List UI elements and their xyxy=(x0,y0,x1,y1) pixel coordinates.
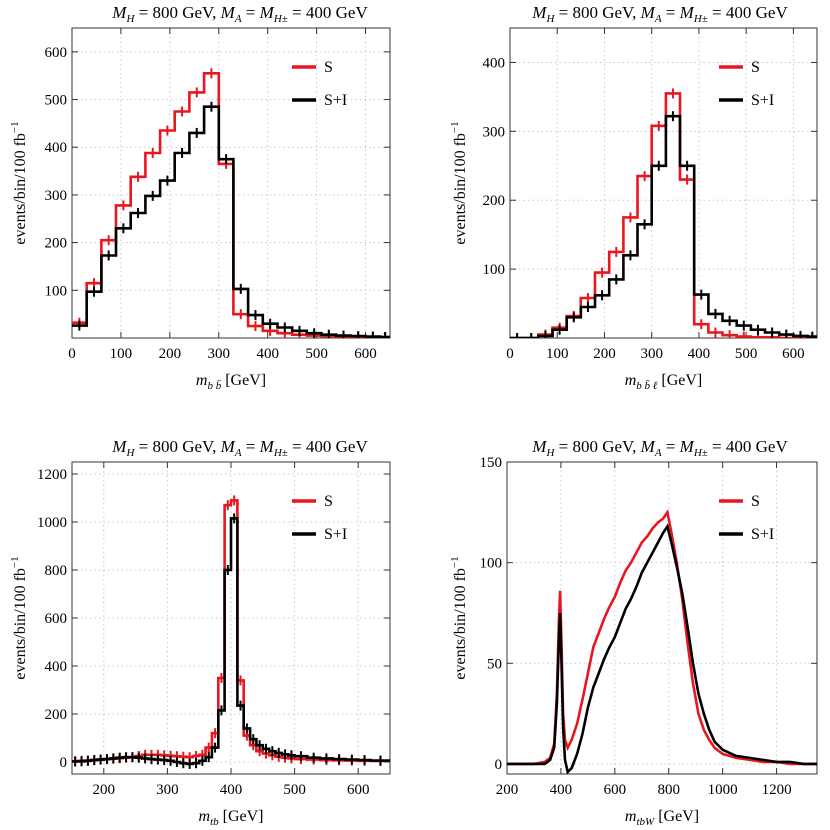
x-tick-label: 200 xyxy=(93,782,116,798)
chart-panel-bottom-right: 200 400 600 800 1000 1200 0 50 100 150 S S+I MH = 80… xyxy=(449,437,818,828)
y-tick-label: 100 xyxy=(480,556,503,572)
x-tick-label: 100 xyxy=(546,346,569,362)
series-line-s-plus-i xyxy=(510,114,817,338)
plot-frame xyxy=(509,27,818,339)
y-tick-label: 1000 xyxy=(37,515,67,531)
x-tick-label: 500 xyxy=(305,346,328,362)
x-tick-label: 200 xyxy=(593,346,616,362)
x-tick-label: 200 xyxy=(159,346,182,362)
chart-title: MH = 800 GeV, MA = MH± = 400 GeV xyxy=(531,437,788,459)
chart-panel-top-left: 0 100 200 300 400 500 600 100 200 300 400 500 600 S S+… xyxy=(9,3,391,392)
y-tick-label: 400 xyxy=(45,659,68,675)
y-tick-label: 500 xyxy=(45,93,68,109)
series-line-s xyxy=(507,508,817,766)
x-tick-label: 400 xyxy=(256,346,279,362)
y-tick-label: 400 xyxy=(45,140,68,156)
legend-label: S xyxy=(324,59,333,76)
series-line-s-plus-i xyxy=(72,105,390,338)
y-tick-label: 0 xyxy=(495,757,503,773)
chart-panel-top-right: 0 100 200 300 400 500 600 100 200 300 400 S S+I MH = … xyxy=(449,3,818,392)
plot-frame xyxy=(506,461,818,775)
x-tick-label: 400 xyxy=(220,782,243,798)
y-axis-label: events/bin/100 fb−1 xyxy=(9,556,29,679)
y-tick-label: 200 xyxy=(45,707,68,723)
legend-label: S+I xyxy=(324,92,347,109)
y-tick-label: 300 xyxy=(483,124,506,140)
series-line-s xyxy=(72,72,390,338)
x-axis-label: mtbW [GeV] xyxy=(625,808,699,828)
x-tick-label: 1200 xyxy=(762,782,792,798)
y-axis-label: events/bin/100 fb−1 xyxy=(449,556,469,679)
x-axis-label: mb b̄ [GeV] xyxy=(196,372,266,392)
x-tick-label: 300 xyxy=(156,782,179,798)
y-axis-label: events/bin/100 fb−1 xyxy=(449,121,469,244)
y-tick-label: 1200 xyxy=(37,467,67,483)
legend-label: S xyxy=(751,493,760,510)
x-tick-label: 400 xyxy=(688,346,711,362)
x-tick-label: 0 xyxy=(68,346,76,362)
chart-title: MH = 800 GeV, MA = MH± = 400 GeV xyxy=(531,3,788,25)
series-line-s xyxy=(510,92,817,338)
x-axis-label: mb b̄ ℓ [GeV] xyxy=(625,372,703,392)
x-tick-label: 600 xyxy=(604,782,627,798)
x-axis-label: mtb [GeV] xyxy=(199,808,264,828)
legend-label: S+I xyxy=(751,92,774,109)
x-tick-label: 300 xyxy=(208,346,231,362)
legend-label: S+I xyxy=(324,526,347,543)
y-tick-label: 600 xyxy=(45,611,68,627)
y-tick-label: 150 xyxy=(480,455,503,471)
chart-title: MH = 800 GeV, MA = MH± = 400 GeV xyxy=(111,3,368,25)
x-tick-label: 200 xyxy=(496,782,519,798)
plot-frame xyxy=(71,27,391,339)
y-tick-label: 100 xyxy=(483,262,506,278)
series-line-s-plus-i xyxy=(507,523,817,774)
y-tick-label: 200 xyxy=(483,193,506,209)
y-tick-label: 0 xyxy=(60,755,68,771)
legend-label: S xyxy=(751,59,760,76)
y-tick-label: 600 xyxy=(45,45,68,61)
chart-panel-bottom-left: 200 300 400 500 600 0 200 400 600 800 1000 1200 S S+I… xyxy=(9,437,391,828)
x-tick-label: 100 xyxy=(110,346,133,362)
x-tick-label: 600 xyxy=(347,782,370,798)
series-line-s-plus-i xyxy=(72,517,390,766)
y-tick-label: 100 xyxy=(45,283,68,299)
y-tick-label: 400 xyxy=(483,55,506,71)
x-tick-label: 600 xyxy=(782,346,805,362)
y-axis-label: events/bin/100 fb−1 xyxy=(9,121,29,244)
x-tick-label: 400 xyxy=(550,782,573,798)
x-tick-label: 600 xyxy=(354,346,377,362)
x-tick-label: 800 xyxy=(657,782,680,798)
y-tick-label: 50 xyxy=(487,656,502,672)
y-tick-label: 800 xyxy=(45,563,68,579)
x-tick-label: 300 xyxy=(640,346,663,362)
chart-title: MH = 800 GeV, MA = MH± = 400 GeV xyxy=(111,437,368,459)
x-tick-label: 0 xyxy=(506,346,514,362)
y-tick-label: 200 xyxy=(45,236,68,252)
legend-label: S xyxy=(324,493,333,510)
y-tick-label: 300 xyxy=(45,188,68,204)
x-tick-label: 500 xyxy=(283,782,306,798)
x-tick-label: 500 xyxy=(735,346,758,362)
legend-label: S+I xyxy=(751,526,774,543)
x-tick-label: 1000 xyxy=(708,782,738,798)
